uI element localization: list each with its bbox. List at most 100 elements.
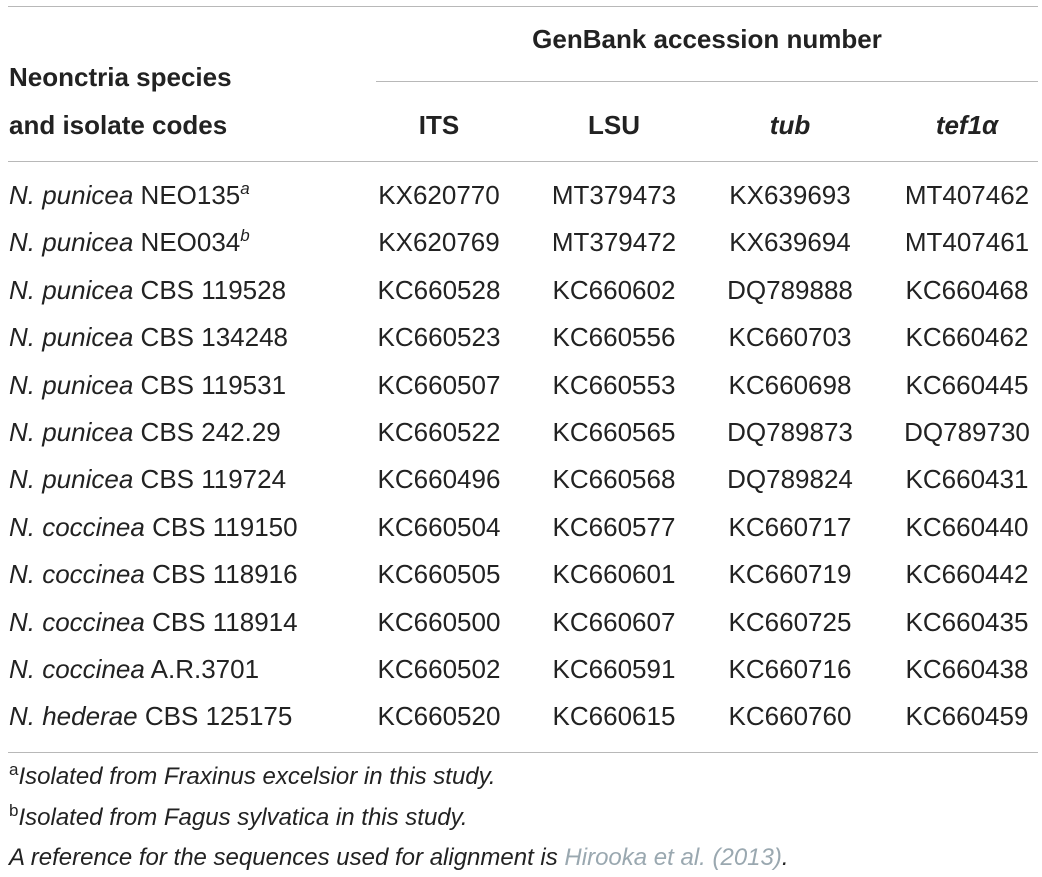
table-row: N. coccinea CBS 119150 KC660504 KC660577 KC… [0, 504, 1042, 551]
isolate-code: NEO034 [140, 227, 241, 258]
species-cell: N. coccinea CBS 118914 [9, 599, 298, 646]
species-cell: N. punicea CBS 134248 [9, 314, 288, 361]
species-genus: N. punicea [9, 369, 134, 400]
table-row: N. punicea NEO034b KX620769 MT379472 KX6396… [0, 219, 1042, 266]
isolate-code: NEO135 [140, 180, 241, 210]
lsu-cell: KC660553 [552, 369, 676, 400]
isolate-code: CBS 118916 [152, 559, 298, 590]
footnote-b: bIsolated from Fagus sylvatica in this s… [9, 801, 468, 832]
table-row: N. punicea CBS 134248 KC660523 KC660556 KC6… [0, 314, 1042, 361]
isolate-code: CBS 242.29 [140, 417, 281, 447]
tef-cell: KC660435 [905, 606, 1029, 637]
isolate-code: CBS 125175 [144, 701, 293, 732]
lsu-cell: KC660556 [552, 322, 676, 353]
species-cell: N. punicea NEO034b [9, 219, 250, 266]
its-cell: KC660528 [377, 274, 501, 305]
lsu-cell: MT379472 [551, 227, 677, 258]
its-cell: KC660520 [377, 701, 501, 732]
tub-cell: KC660760 [728, 701, 852, 732]
tub-cell: KC660725 [728, 606, 852, 637]
species-cell: N. coccinea A.R.3701 [9, 646, 259, 693]
species-header-line1: Neonctria species [9, 62, 232, 92]
tub-cell: KX639694 [729, 227, 851, 258]
lsu-cell: KC660601 [552, 559, 676, 590]
lsu-cell: KC660607 [552, 606, 676, 637]
isolate-code: CBS 119528 [140, 274, 287, 305]
tub-cell: DQ789888 [727, 274, 853, 305]
footnote-ref-prefix: A reference for the sequences used for a… [9, 844, 565, 871]
species-genus: N. punicea [9, 464, 134, 495]
its-cell: KX620769 [378, 227, 500, 258]
species-cell: N. punicea CBS 242.29 [9, 409, 281, 456]
species-genus: N. hederae [9, 701, 138, 732]
isolate-code: CBS 119724 [140, 464, 287, 495]
species-genus: N. punicea [9, 322, 134, 353]
tub-cell: KC660717 [728, 511, 852, 542]
its-cell: KC660502 [377, 654, 501, 684]
species-genus: N. punicea [9, 227, 134, 258]
species-genus: N. coccinea [9, 606, 145, 637]
its-cell: KC660507 [377, 369, 501, 400]
footnote-a: aIsolated from Fraxinus excelsior in thi… [9, 760, 496, 791]
its-cell: KX620770 [378, 180, 500, 210]
isolate-code: CBS 118914 [152, 606, 298, 637]
species-cell: N. hederae CBS 125175 [9, 693, 292, 740]
its-cell: KC660504 [377, 511, 501, 542]
table-row: N. coccinea A.R.3701 KC660502 KC660591 KC66… [0, 646, 1042, 693]
column-header-tef1a: tef1α [935, 110, 999, 140]
group-header-genbank: GenBank accession number [532, 24, 882, 54]
table-row: N. coccinea CBS 118914 KC660500 KC660607 KC… [0, 599, 1042, 646]
species-cell: N. punicea CBS 119528 [9, 267, 286, 314]
table-bottom-rule [8, 752, 1038, 753]
tef-cell: KC660468 [905, 274, 1029, 305]
tef-cell: KC660445 [905, 369, 1029, 400]
species-genus: N. coccinea [9, 654, 145, 684]
isolate-code: CBS 134248 [140, 322, 288, 353]
table-row: N. punicea CBS 119528 KC660528 KC660602 DQ7… [0, 267, 1042, 314]
table-row: N. coccinea CBS 118916 KC660505 KC660601 KC… [0, 551, 1042, 598]
footnote-marker: b [240, 226, 250, 246]
tub-cell: DQ789824 [727, 464, 853, 495]
its-cell: KC660505 [377, 559, 501, 590]
tub-cell: KC660698 [728, 369, 852, 400]
column-header-lsu: LSU [588, 110, 640, 140]
footnote-a-text: Isolated from Fraxinus excelsior in this… [18, 763, 496, 790]
species-cell: N. punicea NEO135a [9, 172, 250, 219]
tef-cell: KC660462 [905, 322, 1029, 353]
table-row: N. hederae CBS 125175 KC660520 KC660615 KC6… [0, 693, 1042, 740]
lsu-cell: KC660568 [552, 464, 676, 495]
lsu-cell: KC660565 [552, 417, 676, 447]
isolate-code: A.R.3701 [150, 654, 260, 684]
footnote-reference: A reference for the sequences used for a… [9, 844, 789, 872]
isolate-code: CBS 119150 [152, 511, 298, 542]
table-row: N. punicea CBS 119531 KC660507 KC660553 KC6… [0, 362, 1042, 409]
footnote-b-text: Isolated from Fagus sylvatica in this st… [18, 804, 468, 831]
species-cell: N. punicea CBS 119531 [9, 362, 286, 409]
species-cell: N. coccinea CBS 119150 [9, 504, 298, 551]
footnote-a-mark: a [9, 760, 19, 779]
tef-cell: MT407461 [904, 227, 1030, 258]
tub-cell: KC660716 [728, 654, 852, 684]
tub-cell: KX639693 [729, 180, 851, 210]
group-header-rule [376, 81, 1038, 82]
footnote-b-mark: b [9, 801, 19, 820]
lsu-cell: KC660615 [552, 701, 676, 732]
column-header-its: ITS [418, 110, 460, 140]
species-genus: N. punicea [9, 417, 134, 447]
footnote-marker: a [240, 179, 250, 198]
tef-cell: KC660442 [905, 559, 1029, 590]
table-row: N. punicea CBS 119724 KC660496 KC660568 DQ7… [0, 456, 1042, 503]
tef-cell: KC660459 [905, 701, 1029, 732]
species-genus: N. coccinea [9, 559, 145, 590]
its-cell: KC660523 [377, 322, 501, 353]
tef-cell: KC660431 [905, 464, 1029, 495]
tef-cell: DQ789730 [904, 417, 1030, 447]
reference-link[interactable]: Hirooka et al. (2013) [564, 844, 782, 871]
footnote-ref-suffix: . [781, 844, 789, 871]
species-genus: N. punicea [9, 180, 134, 210]
its-cell: KC660500 [377, 606, 501, 637]
isolate-code: CBS 119531 [140, 369, 287, 400]
header-bottom-rule [8, 161, 1038, 162]
tub-cell: DQ789873 [727, 417, 853, 447]
table-row: N. punicea NEO135a KX620770 MT379473 KX6396… [0, 172, 1042, 219]
